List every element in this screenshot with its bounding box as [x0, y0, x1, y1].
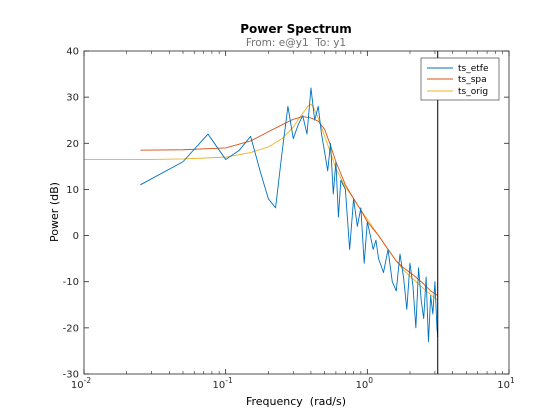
- y-tick-label: 0: [73, 231, 79, 242]
- y-tick-label: 30: [66, 93, 79, 104]
- series-layer: [84, 87, 439, 343]
- axes-box: [83, 50, 510, 375]
- legend-label-ts-etfe: ts_etfe: [458, 64, 489, 74]
- x-axis-label: Frequency (rad/s): [246, 395, 346, 408]
- y-tick-label: 40: [66, 47, 79, 58]
- tick-layer: 10-2 10-1 100 101 -30 -20 -10 0 10 20 30 40: [63, 47, 515, 392]
- x-tick-label: 10-1: [213, 376, 233, 391]
- legend-label-ts-spa: ts_spa: [458, 75, 487, 85]
- y-tick-label: 20: [66, 139, 79, 150]
- y-axis-label: Power (dB): [48, 182, 61, 242]
- chart-subtitle: From: e@y1 To: y1: [246, 37, 346, 49]
- legend-label-ts-orig: ts_orig: [458, 87, 488, 97]
- y-tick-label: -20: [63, 323, 79, 334]
- legend[interactable]: ts_etfe ts_spa ts_orig: [420, 57, 500, 101]
- series-line-ts-orig: [84, 103, 439, 301]
- y-tick-label: 10: [66, 185, 79, 196]
- x-tick-label: 101: [497, 376, 515, 391]
- chart-title: Power Spectrum: [240, 22, 352, 36]
- y-tick-label: -10: [63, 277, 79, 288]
- series-line-ts-spa: [140, 116, 438, 296]
- x-tick-label: 100: [356, 376, 374, 391]
- x-tick-label: 10-2: [71, 376, 91, 391]
- series-line-ts-etfe: [140, 87, 439, 343]
- y-tick-label: -30: [63, 370, 79, 381]
